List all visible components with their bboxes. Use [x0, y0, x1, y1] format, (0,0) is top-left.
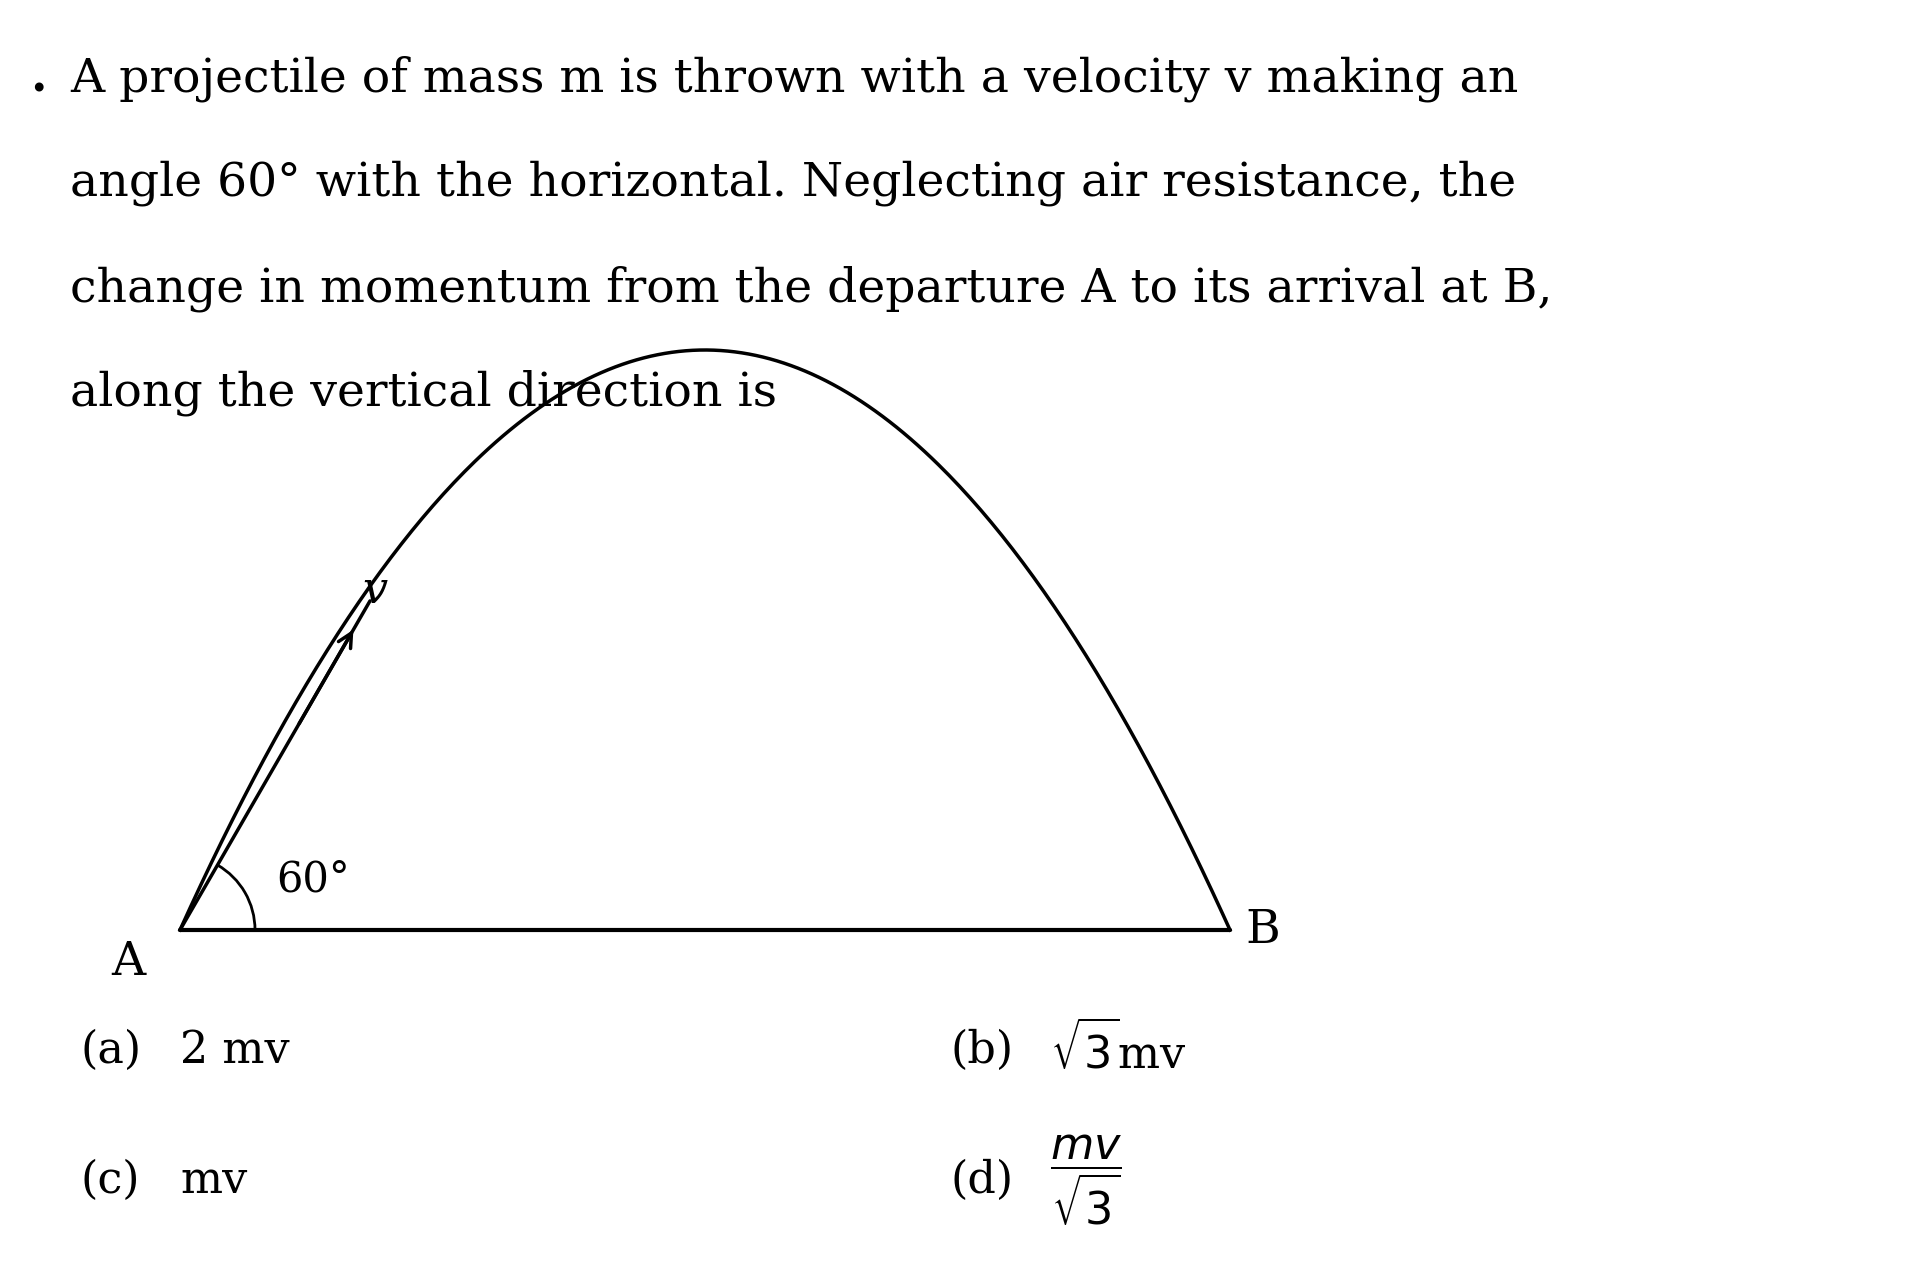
- Text: 2 mv: 2 mv: [179, 1028, 289, 1071]
- Text: change in momentum from the departure A to its arrival at B,: change in momentum from the departure A …: [69, 265, 1553, 311]
- Text: 60°: 60°: [276, 859, 351, 901]
- Text: (d): (d): [949, 1158, 1013, 1202]
- Text: along the vertical direction is: along the vertical direction is: [69, 370, 777, 416]
- Text: (b): (b): [949, 1028, 1013, 1071]
- Text: $\dfrac{mv}{\sqrt{3}}$: $\dfrac{mv}{\sqrt{3}}$: [1049, 1133, 1123, 1228]
- Text: angle 60° with the horizontal. Neglecting air resistance, the: angle 60° with the horizontal. Neglectin…: [69, 160, 1516, 206]
- Text: v: v: [363, 570, 388, 612]
- Text: mv: mv: [179, 1158, 247, 1202]
- Text: B: B: [1244, 908, 1279, 952]
- Text: (a): (a): [79, 1028, 141, 1071]
- Text: A projectile of mass m is thrown with a velocity v making an: A projectile of mass m is thrown with a …: [69, 55, 1518, 101]
- Text: (c): (c): [79, 1158, 139, 1202]
- Text: $\sqrt{3}$mv: $\sqrt{3}$mv: [1049, 1021, 1186, 1078]
- Text: .: .: [31, 55, 46, 101]
- Text: A: A: [110, 940, 145, 986]
